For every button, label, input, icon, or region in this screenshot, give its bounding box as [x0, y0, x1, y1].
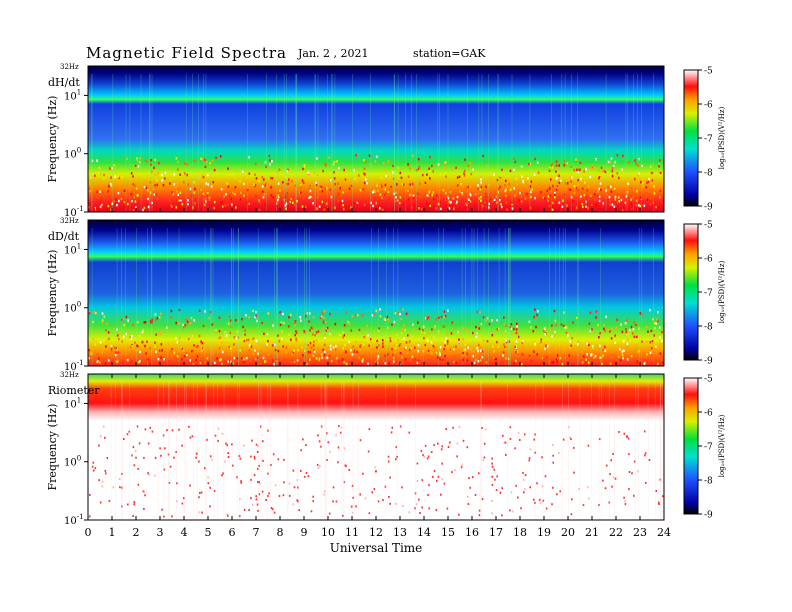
- x-tick-label: 21: [585, 526, 599, 539]
- colorbar-tick-label: -9: [704, 203, 713, 213]
- x-tick-label: 12: [369, 526, 383, 539]
- y-axis-label: Frequency (Hz): [46, 250, 59, 337]
- colorbar-tick-label: -9: [704, 357, 713, 367]
- y-axis-label: Frequency (Hz): [46, 96, 59, 183]
- y-top-label: 32Hz: [60, 371, 79, 379]
- colorbar-tick-label: -6: [704, 409, 713, 419]
- colorbar-tick-label: -5: [704, 67, 713, 77]
- x-tick-label: 9: [301, 526, 308, 539]
- x-tick-label: 17: [489, 526, 503, 539]
- x-tick-label: 22: [609, 526, 623, 539]
- x-tick-label: 20: [561, 526, 575, 539]
- colorbar-label: log₁₀(PSD)(V²/Hz): [718, 106, 726, 169]
- x-tick-label: 2: [133, 526, 140, 539]
- spectrogram-texture: [88, 74, 662, 212]
- x-tick-label: 4: [181, 526, 188, 539]
- y-tick-exponent: -1: [77, 205, 84, 213]
- colorbar-tick-label: -8: [704, 477, 713, 487]
- y-tick-label: 10-1: [64, 513, 84, 527]
- panel-label: dH/dt: [48, 76, 80, 89]
- x-tick-label: 10: [321, 526, 335, 539]
- colorbar-tick-label: -5: [704, 375, 713, 385]
- y-tick-exponent: -1: [77, 359, 84, 367]
- x-tick-label: 13: [393, 526, 407, 539]
- x-axis-label: Universal Time: [330, 541, 423, 555]
- colorbar-tick-label: -7: [704, 135, 713, 145]
- panel-label: dD/dt: [48, 230, 80, 243]
- panel-label: Riometer: [48, 384, 100, 397]
- y-tick-label: 100: [64, 147, 81, 161]
- x-tick-label: 14: [417, 526, 431, 539]
- y-tick-label: 101: [64, 242, 81, 256]
- x-tick-label: 0: [85, 526, 92, 539]
- y-tick-label: 101: [64, 88, 81, 102]
- y-tick-exponent: 0: [77, 147, 81, 155]
- colorbar-label: log₁₀(PSD)(V²/Hz): [718, 260, 726, 323]
- x-tick-label: 6: [229, 526, 236, 539]
- spectrogram-image: [88, 66, 664, 212]
- y-tick-exponent: 1: [77, 242, 81, 250]
- colorbar: -5 -6 -7 -8 -9 log₁₀(PSD)(V²/Hz): [683, 375, 726, 521]
- station-label: station=GAK: [413, 47, 486, 60]
- y-top-label: 32Hz: [60, 63, 79, 71]
- x-tick-label: 8: [277, 526, 284, 539]
- colorbar-tick-label: -7: [704, 443, 713, 453]
- x-tick-label: 18: [513, 526, 527, 539]
- chart-title: Magnetic Field Spectra: [86, 44, 287, 62]
- y-top-label: 32Hz: [60, 217, 79, 225]
- y-tick-exponent: 0: [77, 301, 81, 309]
- colorbar-tick-label: -6: [704, 255, 713, 265]
- colorbar-tick-label: -7: [704, 289, 713, 299]
- colorbar-tick-label: -9: [704, 511, 713, 521]
- spectrogram-texture: [88, 382, 664, 520]
- spectrogram-texture: [88, 228, 664, 366]
- x-tick-label: 5: [205, 526, 212, 539]
- y-tick-exponent: 0: [77, 455, 81, 463]
- colorbar-tick-label: -5: [704, 221, 713, 231]
- colorbar-tick-label: -8: [704, 323, 713, 333]
- colorbar-label: log₁₀(PSD)(V²/Hz): [718, 414, 726, 477]
- x-tick-label: 23: [633, 526, 647, 539]
- spectrogram-image: [88, 374, 664, 520]
- x-tick-label: 11: [345, 526, 359, 539]
- y-axis-label: Frequency (Hz): [46, 404, 59, 491]
- x-tick-label: 1: [109, 526, 116, 539]
- colorbar-tick-label: -8: [704, 169, 713, 179]
- colorbar: -5 -6 -7 -8 -9 log₁₀(PSD)(V²/Hz): [683, 221, 726, 367]
- colorbar-tick-label: -6: [704, 101, 713, 111]
- colorbar-scale: [683, 69, 699, 207]
- y-tick-exponent: -1: [77, 513, 84, 521]
- x-tick-label: 3: [157, 526, 164, 539]
- spectrogram-image: [88, 220, 664, 366]
- y-tick-label: 100: [64, 455, 81, 469]
- date-label: Jan. 2 , 2021: [298, 47, 369, 60]
- colorbar-scale: [683, 377, 699, 515]
- x-tick-label: 19: [537, 526, 551, 539]
- x-tick-label: 7: [253, 526, 260, 539]
- colorbar: -5 -6 -7 -8 -9 log₁₀(PSD)(V²/Hz): [683, 67, 726, 213]
- x-tick-label: 24: [657, 526, 671, 539]
- y-tick-label: 101: [64, 396, 81, 410]
- y-tick-label: 100: [64, 301, 81, 315]
- colorbar-scale: [683, 223, 699, 361]
- x-tick-label: 15: [441, 526, 455, 539]
- y-tick-exponent: 1: [77, 396, 81, 404]
- x-tick-label: 16: [465, 526, 479, 539]
- y-tick-exponent: 1: [77, 88, 81, 96]
